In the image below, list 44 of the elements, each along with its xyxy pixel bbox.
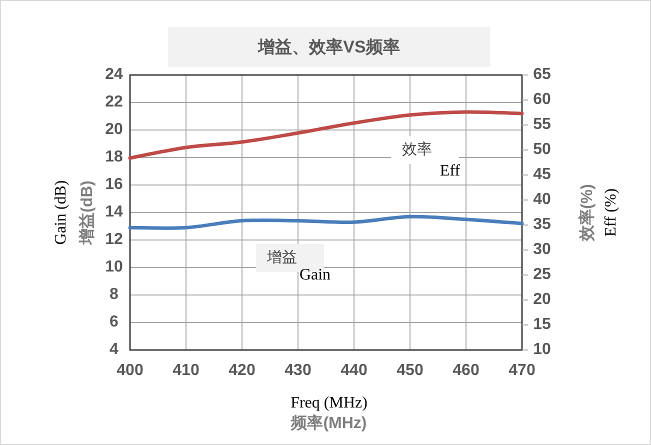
y2-tick-label: 55 [533, 116, 551, 134]
x-tick-label: 440 [340, 362, 368, 380]
y2-tick-label: 15 [533, 316, 551, 334]
x-tick-label: 460 [452, 362, 480, 380]
y2-tick-label: 50 [533, 141, 551, 158]
y-tick-label: 18 [105, 148, 123, 166]
y-tick-label: 16 [105, 176, 123, 194]
y-tick-label: 24 [105, 66, 123, 84]
x-tick-label: 470 [508, 362, 536, 380]
series-label: 增益 [266, 248, 297, 266]
x-tick-label: 410 [172, 362, 200, 380]
x-tick-label: 430 [284, 362, 312, 380]
y2-tick-label: 35 [533, 216, 551, 234]
y2-tick-label: 45 [533, 166, 551, 184]
y-tick-label: 6 [110, 314, 119, 331]
x-tick-label: 450 [396, 362, 424, 380]
y-tick-label: 14 [105, 204, 123, 221]
y-tick-label: 4 [110, 341, 119, 358]
series-label: 效率 [402, 140, 432, 158]
line-series [128, 110, 524, 160]
y-tick-label: 20 [105, 121, 123, 138]
x-axis-title: 频率(MHz) [290, 413, 367, 432]
y2-axis-title: 效率(%) [577, 184, 596, 242]
x-tick-label: 400 [116, 362, 144, 380]
y2-tick-label: 60 [533, 91, 551, 108]
x-tick-label: 420 [228, 362, 256, 380]
line-series [128, 214, 524, 230]
y-tick-label: 22 [105, 94, 123, 111]
annotation: Gain [299, 266, 331, 284]
y-tick-label: 10 [105, 258, 123, 276]
y2-tick-label: 65 [533, 66, 551, 84]
annotation: Eff [440, 162, 461, 180]
chart-title: 增益、效率VS频率 [257, 37, 400, 56]
text: Eff (%) [602, 188, 620, 237]
y-tick-label: 12 [105, 231, 123, 248]
y-axis-title: 增益(dB) [78, 180, 96, 246]
y2-tick-label: 40 [533, 191, 551, 208]
y2-tick-label: 30 [533, 241, 551, 258]
text: Freq (MHz) [290, 394, 368, 412]
y2-tick-label: 25 [533, 266, 551, 284]
y2-tick-label: 10 [533, 341, 551, 358]
y2-tick-label: 20 [533, 291, 551, 308]
text: Gain (dB) [52, 180, 70, 245]
y-tick-label: 8 [110, 286, 119, 304]
